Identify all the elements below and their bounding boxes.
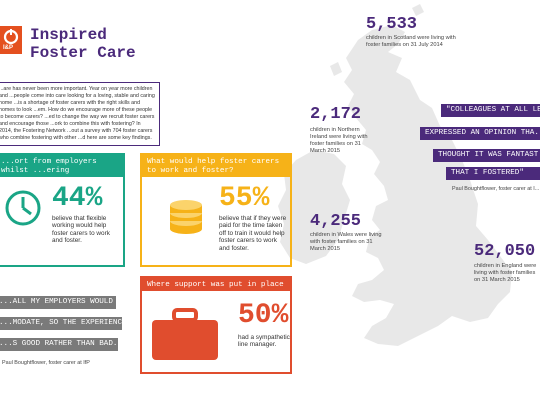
stat-wales-text: children in Wales were living with foste…: [310, 232, 382, 252]
logo: I&P: [0, 26, 22, 54]
quote-right-line-2: EXPRESSED AN OPINION THA...: [420, 127, 540, 140]
briefcase-icon: [152, 308, 218, 360]
quote-right-line-3: THOUGHT IT WAS FANTAST...: [433, 149, 540, 162]
employers-text: believe that flexible working would help…: [52, 215, 110, 245]
quote-left-line-2: ...MODATE, SO THE EXPERIENCE: [0, 317, 127, 330]
quote-left-line-3: ...S GOOD RATHER THAN BAD.": [0, 338, 122, 351]
help-heading: What would help foster carers to work an…: [142, 155, 290, 177]
intro-text: ...are has never been more important. Ye…: [0, 86, 155, 141]
help-panel: What would help foster carers to work an…: [140, 153, 292, 267]
ireland-shape: [278, 150, 350, 264]
support-percent: 50%: [238, 300, 289, 331]
stat-northern-ireland-text: children in Northern Ireland were living…: [310, 127, 368, 154]
stat-england: 52,050 children in England were living w…: [474, 243, 538, 284]
logo-mark-icon: [3, 29, 19, 45]
help-percent: 55%: [219, 183, 270, 214]
support-text: had a sympathetic line manager.: [238, 334, 290, 349]
clock-icon: [5, 190, 41, 226]
quote-left-attribution: Paul Boughtflower, foster carer at IfP: [2, 360, 90, 366]
employers-percent: 44%: [52, 183, 103, 214]
stat-northern-ireland-number: 2,172: [310, 105, 362, 124]
support-panel: Where support was put in place 50% had a…: [140, 276, 292, 374]
quote-right-attribution: Paul Boughtflower, foster carer at I...: [452, 186, 540, 192]
stat-england-number: 52,050: [474, 242, 536, 261]
quote-left-line-1: ...ALL MY EMPLOYERS WOULD: [0, 296, 116, 309]
quote-right-line-1: "COLLEAGUES AT ALL LE...: [441, 104, 540, 117]
intro-box: ...are has never been more important. Ye…: [0, 82, 160, 146]
stat-scotland: 5,533 children in Scotland were living w…: [366, 16, 462, 49]
stat-england-text: children in England were living with fos…: [474, 263, 537, 283]
stat-scotland-number: 5,533: [366, 15, 418, 34]
support-heading: Where support was put in place: [142, 278, 290, 291]
page-title: Inspired Foster Care: [30, 26, 136, 62]
stat-wales-number: 4,255: [310, 212, 362, 231]
stat-wales: 4,255 children in Wales were living with…: [310, 213, 388, 253]
coins-icon: [170, 200, 202, 234]
quote-right-line-4: THAT I FOSTERED": [446, 167, 540, 180]
help-text: believe that if they were paid for the t…: [219, 215, 287, 252]
logo-text: I&P: [3, 45, 14, 51]
stat-scotland-text: children in Scotland were living with fo…: [366, 35, 456, 48]
great-britain-shape: [344, 25, 512, 346]
employers-heading: ...ort from employers whilst ...ering: [0, 155, 123, 177]
stat-northern-ireland: 2,172 children in Northern Ireland were …: [310, 106, 370, 155]
employers-panel: ...ort from employers whilst ...ering 44…: [0, 153, 125, 267]
islands-shape: [330, 4, 424, 76]
